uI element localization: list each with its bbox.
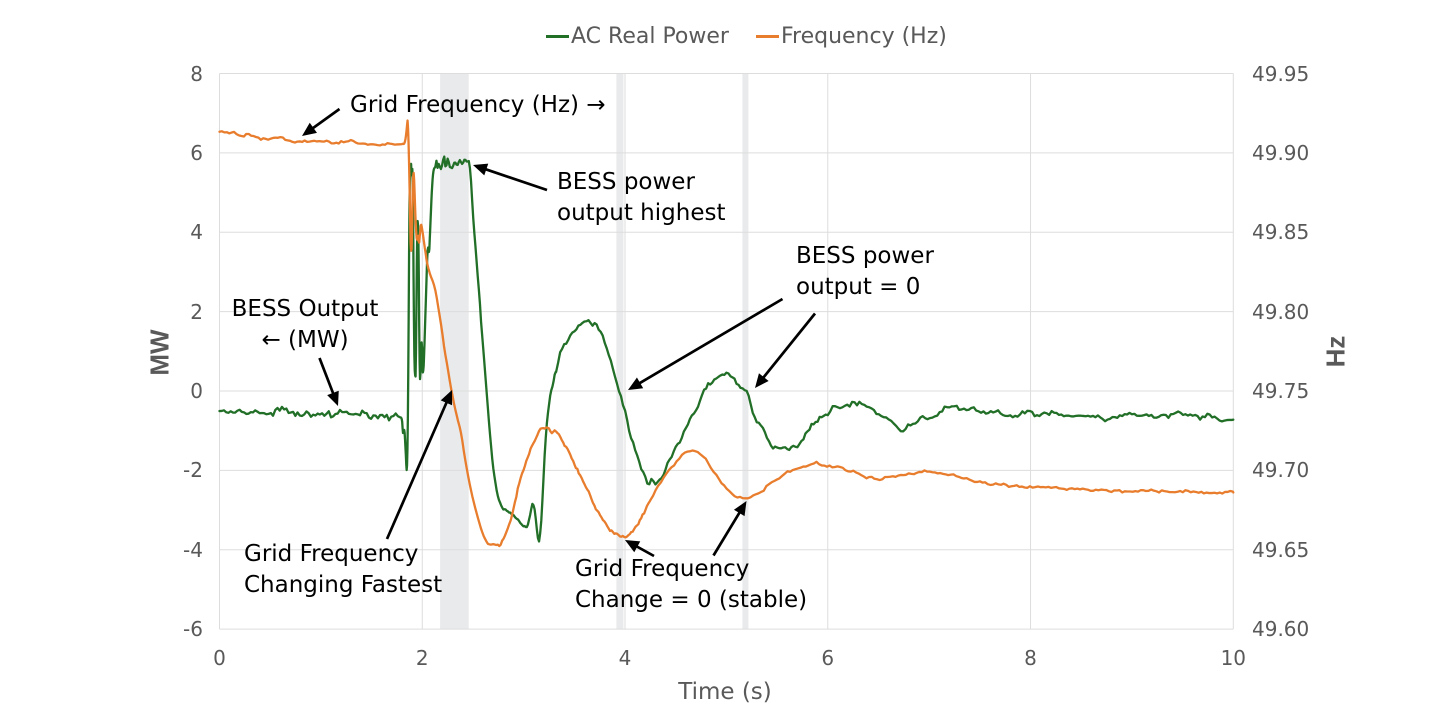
x-tick-label: 4: [618, 646, 632, 670]
annotation-arrow: [318, 357, 335, 396]
annotation-bess-power-output-zero: BESS power output = 0: [796, 242, 934, 301]
y-left-tick-label: -4: [183, 537, 203, 562]
right-axis-title: Hz: [1320, 335, 1351, 368]
y-left-tick-label: -6: [183, 617, 203, 642]
annotation-arrow: [310, 107, 341, 131]
y-right-tick-label: 49.90: [1252, 140, 1310, 165]
x-tick-label: 10: [1220, 646, 1247, 670]
y-right-tick-label: 49.60: [1252, 617, 1310, 642]
legend-label: Frequency (Hz): [780, 23, 947, 49]
annotation-arrowhead: [440, 390, 453, 406]
annotation-grid-frequency-pointer: Grid Frequency (Hz) →: [350, 91, 606, 118]
annotation-bess-power-output-highest: BESS power output highest: [557, 168, 726, 227]
annotation-arrowhead: [302, 122, 317, 136]
ac-real-power-line-swatch: [546, 34, 569, 38]
annotation-arrow: [483, 167, 548, 192]
annotation-arrowhead: [733, 501, 747, 517]
y-left-tick-label: 6: [190, 140, 203, 165]
legend-item-ac-real-power[interactable]: AC Real Power: [546, 24, 729, 49]
annotation-arrow: [761, 312, 817, 380]
y-left-tick-label: 0: [190, 378, 203, 403]
x-axis-title: Time (s): [678, 679, 772, 705]
y-left-tick-label: 4: [190, 220, 203, 245]
legend: AC Real Power Frequency (Hz): [546, 23, 947, 49]
y-left-tick-label: 2: [190, 299, 203, 324]
annotation-arrowhead: [473, 163, 489, 176]
series-line-frequency-hz: [218, 119, 1235, 548]
highlight-band-3: [742, 73, 749, 630]
y-right-tick-label: 49.80: [1252, 299, 1310, 324]
annotation-arrowhead: [628, 377, 644, 390]
y-right-tick-label: 49.95: [1252, 61, 1310, 86]
annotation-bess-output-mw-pointer: BESS Output ← (MW): [231, 295, 379, 354]
annotation-grid-frequency-changing-fastest: Grid Frequency Changing Fastest: [244, 540, 443, 599]
x-tick-label: 6: [821, 646, 835, 670]
y-right-tick-label: 49.65: [1252, 537, 1310, 562]
x-tick-label: 0: [213, 646, 226, 670]
annotation-arrow: [637, 297, 784, 386]
y-right-tick-label: 49.70: [1252, 458, 1310, 483]
annotation-grid-frequency-change-zero: Grid Frequency Change = 0 (stable): [575, 555, 808, 614]
series-line-ac-real-power: [218, 155, 1235, 543]
x-tick-label: 2: [415, 646, 429, 670]
x-tick-label: 8: [1024, 646, 1037, 670]
highlight-band-2: [616, 73, 624, 630]
y-right-tick-label: 49.85: [1252, 220, 1310, 245]
annotation-arrow: [712, 510, 742, 557]
legend-label: AC Real Power: [571, 23, 729, 49]
legend-item-frequency[interactable]: Frequency (Hz): [755, 23, 947, 49]
y-right-tick-label: 49.75: [1252, 378, 1310, 403]
y-left-tick-label: -2: [183, 458, 203, 483]
annotation-arrow: [634, 544, 655, 558]
annotation-arrow: [385, 400, 449, 540]
annotation-arrowhead: [755, 373, 769, 388]
y-left-tick-label: 8: [190, 61, 203, 86]
frequency-line-swatch: [755, 34, 779, 38]
annotation-arrowhead: [327, 390, 339, 406]
annotation-arrowhead: [625, 540, 641, 553]
